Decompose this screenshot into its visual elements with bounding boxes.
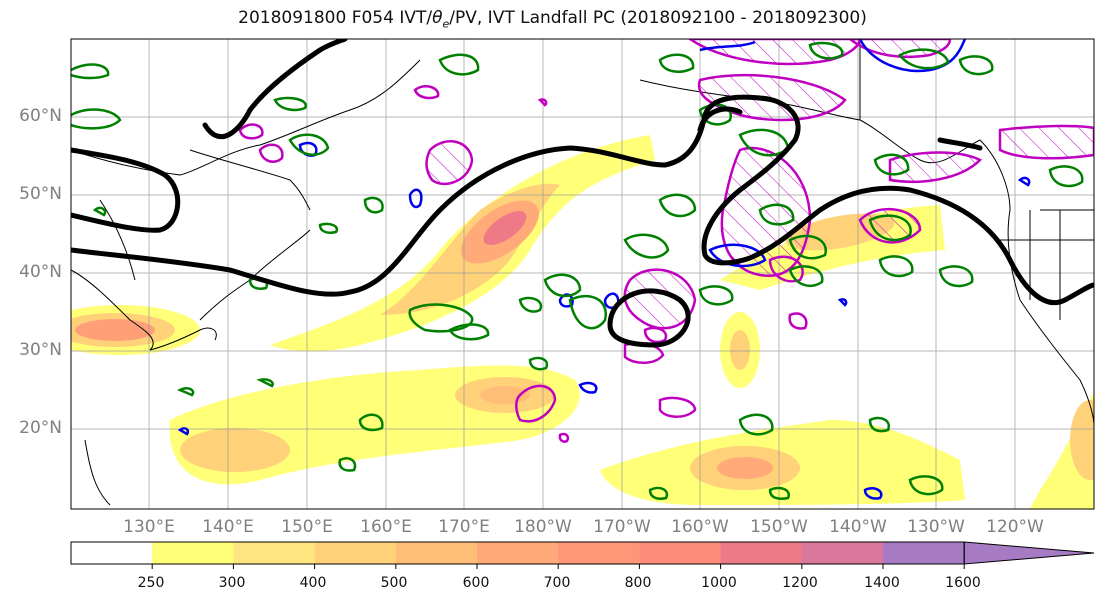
lon-label-130w: 130°W xyxy=(907,517,965,537)
colorbar-tick-800: 800 xyxy=(624,575,652,591)
colorbar-frame xyxy=(70,541,965,565)
lon-label-170w: 170°W xyxy=(593,517,651,537)
colorbar-tick-700: 700 xyxy=(543,575,571,591)
colorbar-segment xyxy=(801,542,884,564)
colorbar-tick-300: 300 xyxy=(218,575,246,591)
colorbar-tick-1600: 1600 xyxy=(945,575,981,591)
lat-label-40: 40°N xyxy=(19,262,62,282)
colorbar-segment xyxy=(71,542,153,564)
lon-label-140e: 140°E xyxy=(202,517,254,537)
lon-label-140w: 140°W xyxy=(829,517,887,537)
pv-magenta-contours xyxy=(238,85,808,443)
lat-label-60: 60°N xyxy=(19,106,62,126)
lon-label-180w: 180°W xyxy=(514,517,572,537)
colorbar-tick-1200: 1200 xyxy=(782,575,818,591)
colorbar-segment xyxy=(720,542,803,564)
colorbar-segment xyxy=(558,542,640,564)
colorbar-tick-400: 400 xyxy=(299,575,327,591)
lon-label-160e: 160°E xyxy=(360,517,412,537)
colorbar-tick-600: 600 xyxy=(462,575,490,591)
colorbar-extend-arrow xyxy=(963,541,1095,565)
lat-label-50: 50°N xyxy=(19,184,62,204)
green-contours xyxy=(71,41,1084,500)
colorbar-segment xyxy=(883,542,965,564)
colorbar-segment xyxy=(314,542,397,564)
colorbar-segment xyxy=(152,542,234,564)
colorbar-tick-1000: 1000 xyxy=(701,575,737,591)
lat-label-20: 20°N xyxy=(19,418,62,438)
colorbar xyxy=(70,541,1095,569)
lon-label-130e: 130°E xyxy=(123,517,175,537)
colorbar-tick-1400: 1400 xyxy=(864,575,900,591)
colorbar-segment xyxy=(233,542,316,564)
theta-e-contours xyxy=(71,39,1094,348)
colorbar-segment xyxy=(477,542,559,564)
lon-label-170e: 170°E xyxy=(438,517,490,537)
lon-label-160w: 160°W xyxy=(671,517,729,537)
colorbar-segment xyxy=(395,542,478,564)
lon-label-150e: 150°E xyxy=(281,517,333,537)
colorbar-tick-500: 500 xyxy=(380,575,408,591)
colorbar-tick-250: 250 xyxy=(137,575,165,591)
lon-label-150w: 150°W xyxy=(750,517,808,537)
figure-title: 2018091800 F054 IVT/θe/PV, IVT Landfall … xyxy=(238,8,867,31)
lon-label-120w: 120°W xyxy=(986,517,1044,537)
lat-label-30: 30°N xyxy=(19,340,62,360)
colorbar-segment xyxy=(639,542,722,564)
map-frame xyxy=(70,38,1095,510)
